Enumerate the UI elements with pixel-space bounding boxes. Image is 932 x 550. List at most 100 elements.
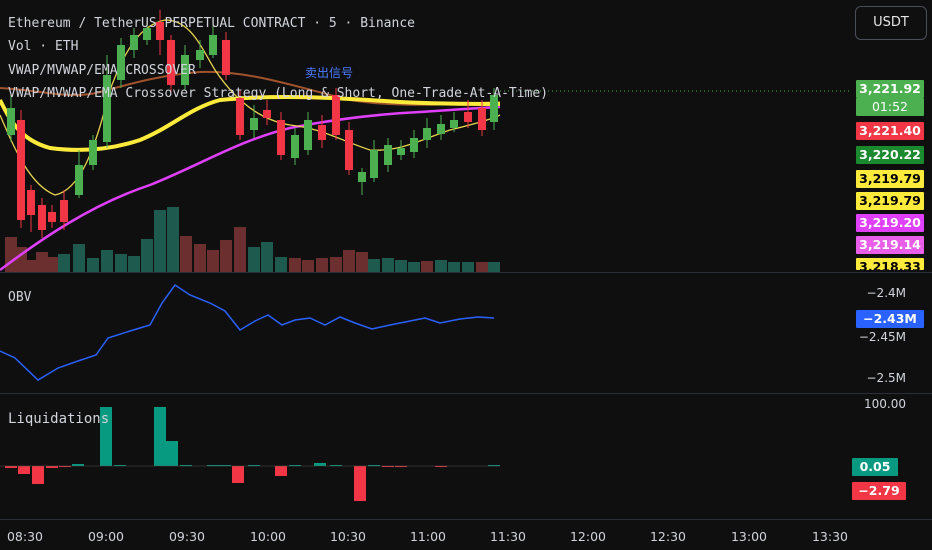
strategy-legend[interactable]: VWAP/MVWAP/EMA Crossover Strategy (Long …	[8, 86, 549, 101]
candle-body	[437, 124, 445, 134]
liquidation-bar	[232, 466, 244, 483]
liquidations-legend[interactable]: Liquidations	[8, 411, 110, 427]
volume-bar	[101, 250, 113, 272]
currency-button[interactable]: USDT	[855, 6, 927, 40]
vwap-line	[0, 94, 501, 152]
candle-body	[410, 138, 418, 152]
volume-bar	[275, 257, 287, 272]
candle-body	[397, 148, 405, 155]
obv-tick: −2.5M	[866, 371, 907, 385]
volume-bar	[58, 254, 70, 272]
volume-bar	[289, 258, 301, 272]
liquidations-chart[interactable]	[0, 394, 850, 520]
volume-bar	[316, 258, 328, 272]
volume-bar	[462, 262, 474, 272]
candle-body	[7, 108, 15, 135]
candle-body	[167, 40, 175, 85]
liquidation-bar	[32, 466, 44, 484]
liquidation-bar	[382, 466, 394, 467]
liquidations-tick: 100.00	[864, 397, 906, 411]
liquidation-bar	[180, 465, 192, 466]
price-level-label: 3,219.20	[856, 214, 924, 232]
price-level-label: 3,218.33	[856, 258, 924, 270]
volume-bar	[302, 260, 314, 272]
obv-pane[interactable]	[0, 273, 850, 393]
pane-separator[interactable]	[0, 519, 932, 520]
liquidations-negative-label: −2.79	[852, 482, 906, 500]
liquidation-bar	[207, 465, 219, 466]
volume-bar	[141, 239, 153, 272]
price-level-label: 3,219.79	[856, 170, 924, 188]
time-tick: 12:30	[649, 529, 687, 544]
volume-bar	[128, 256, 140, 272]
candle-body	[464, 112, 472, 122]
candle-body	[60, 200, 68, 222]
obv-chart[interactable]	[0, 273, 850, 393]
liquidation-bar	[289, 465, 301, 466]
liquidation-bar	[435, 466, 447, 467]
candle-body	[209, 35, 217, 55]
price-chart[interactable]	[0, 0, 850, 272]
volume-bar	[476, 262, 488, 272]
candle-body	[332, 95, 340, 135]
volume-bar	[73, 244, 85, 272]
candle-body	[490, 95, 498, 122]
volume-bar	[382, 258, 394, 272]
liquidations-pane[interactable]	[0, 394, 850, 520]
price-level-label: 3,219.14	[856, 236, 924, 254]
symbol-title[interactable]: Ethereum / TetherUS PERPETUAL CONTRACT ·…	[8, 16, 415, 31]
candle-body	[196, 50, 204, 60]
liquidation-bar	[166, 441, 178, 466]
liquidation-bar	[395, 466, 407, 467]
time-tick: 12:00	[569, 529, 607, 544]
volume-bar	[220, 240, 232, 272]
volume-bar	[261, 242, 273, 272]
candle-body	[291, 135, 299, 158]
candle-body	[423, 128, 431, 140]
candle-body	[236, 98, 244, 135]
volume-bar	[368, 259, 380, 272]
candle-body	[358, 172, 366, 182]
volume-legend[interactable]: Vol · ETH	[8, 39, 79, 54]
price-level-label: 3,219.79	[856, 192, 924, 210]
volume-bar	[46, 257, 58, 272]
candle-body	[304, 120, 312, 150]
candle-body	[222, 40, 230, 75]
liquidation-bar	[154, 407, 166, 466]
volume-bar	[234, 227, 246, 272]
obv-current-label: −2.43M	[856, 310, 924, 328]
candle-body	[48, 212, 56, 222]
candle-body	[130, 35, 138, 50]
volume-bar	[207, 250, 219, 272]
liquidation-bar	[46, 466, 58, 468]
volume-bar	[330, 257, 342, 272]
candle-body	[370, 150, 378, 178]
candle-body	[143, 28, 151, 40]
candle-body	[478, 108, 486, 130]
volume-bar	[87, 258, 99, 272]
pane-separator[interactable]	[0, 272, 932, 273]
indicator-legend[interactable]: VWAP/MVWAP/EMA CROSSOVER	[8, 63, 196, 78]
countdown-label: 01:52	[856, 98, 924, 116]
pane-separator[interactable]	[0, 393, 932, 394]
volume-bar	[194, 244, 206, 272]
liquidation-bar	[18, 466, 30, 474]
liquidation-bar	[330, 465, 342, 466]
candle-body	[450, 120, 458, 128]
time-tick: 13:30	[811, 529, 849, 544]
liquidation-bar	[275, 466, 287, 476]
price-axis[interactable]: 3,221.92 01:52 3,221.40 3,220.22 3,219.79 3,2…	[850, 0, 932, 520]
candle-body	[27, 190, 35, 215]
volume-bar	[248, 247, 260, 272]
obv-legend[interactable]: OBV	[8, 290, 32, 305]
sell-signal-label: 卖出信号	[305, 66, 354, 80]
liquidations-positive-label: 0.05	[852, 458, 898, 476]
liquidation-bar	[5, 466, 17, 468]
candle-body	[75, 165, 83, 195]
mvwap-line	[0, 70, 501, 106]
time-axis[interactable]: 08:30 09:00 09:30 10:00 10:30 11:00 11:30 12:00…	[0, 520, 932, 550]
candle-body	[156, 22, 164, 40]
liquidation-bar	[72, 464, 84, 466]
price-pane[interactable]	[0, 0, 850, 272]
liquidation-bar	[219, 465, 231, 466]
